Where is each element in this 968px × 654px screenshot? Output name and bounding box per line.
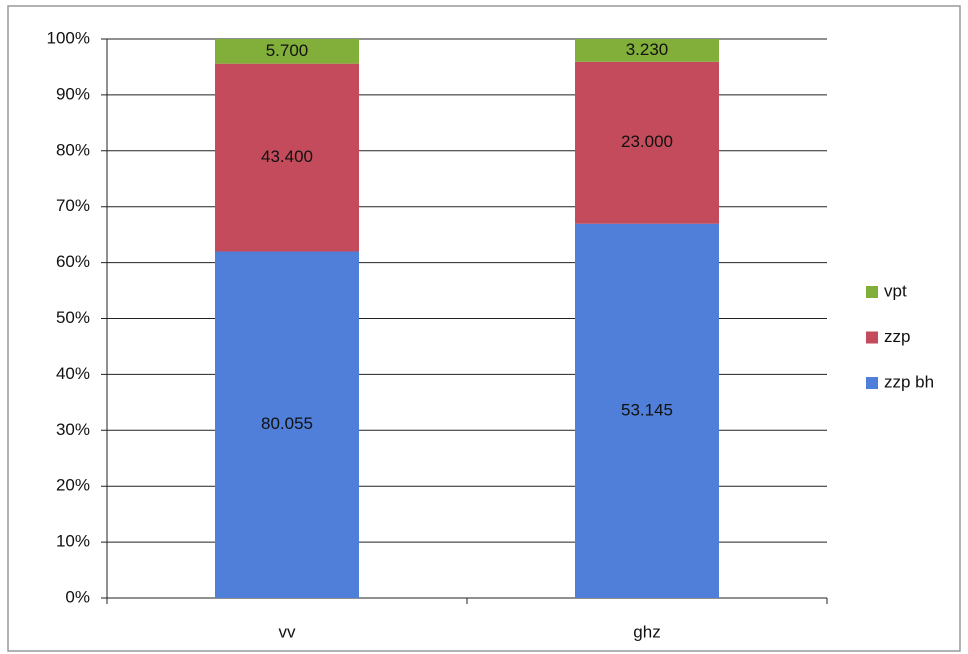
y-tick-label: 20%	[56, 476, 90, 495]
bar-segment	[575, 39, 719, 62]
y-tick-label: 30%	[56, 420, 90, 439]
y-tick-label: 0%	[65, 587, 90, 606]
legend-swatch	[866, 286, 878, 298]
data-label: 3.230	[626, 40, 669, 59]
chart-border	[7, 5, 961, 652]
x-tick-label: ghz	[633, 622, 660, 641]
y-tick-label: 60%	[56, 252, 90, 271]
data-label: 5.700	[266, 41, 309, 60]
x-tick-label: vv	[279, 622, 297, 641]
y-tick-label: 10%	[56, 532, 90, 551]
legend-label: vpt	[884, 281, 907, 300]
data-label: 23.000	[621, 132, 673, 151]
data-label: 43.400	[261, 147, 313, 166]
bar-segment	[215, 63, 359, 252]
legend-swatch	[866, 331, 878, 344]
bar-segment	[575, 61, 719, 224]
bar-segment	[215, 251, 359, 598]
y-tick-label: 70%	[56, 196, 90, 215]
y-tick-label: 40%	[56, 364, 90, 383]
legend-swatch	[866, 377, 878, 389]
y-tick-label: 50%	[56, 308, 90, 327]
bar-segment	[575, 223, 719, 599]
y-tick-label: 90%	[56, 84, 90, 103]
legend-label: zzp bh	[884, 372, 934, 391]
data-label: 80.055	[261, 414, 313, 433]
bar-segment	[215, 39, 359, 64]
legend-label: zzp	[884, 327, 910, 346]
y-tick-label: 100%	[47, 28, 90, 47]
y-tick-label: 80%	[56, 140, 90, 159]
data-label: 53.145	[621, 400, 673, 419]
